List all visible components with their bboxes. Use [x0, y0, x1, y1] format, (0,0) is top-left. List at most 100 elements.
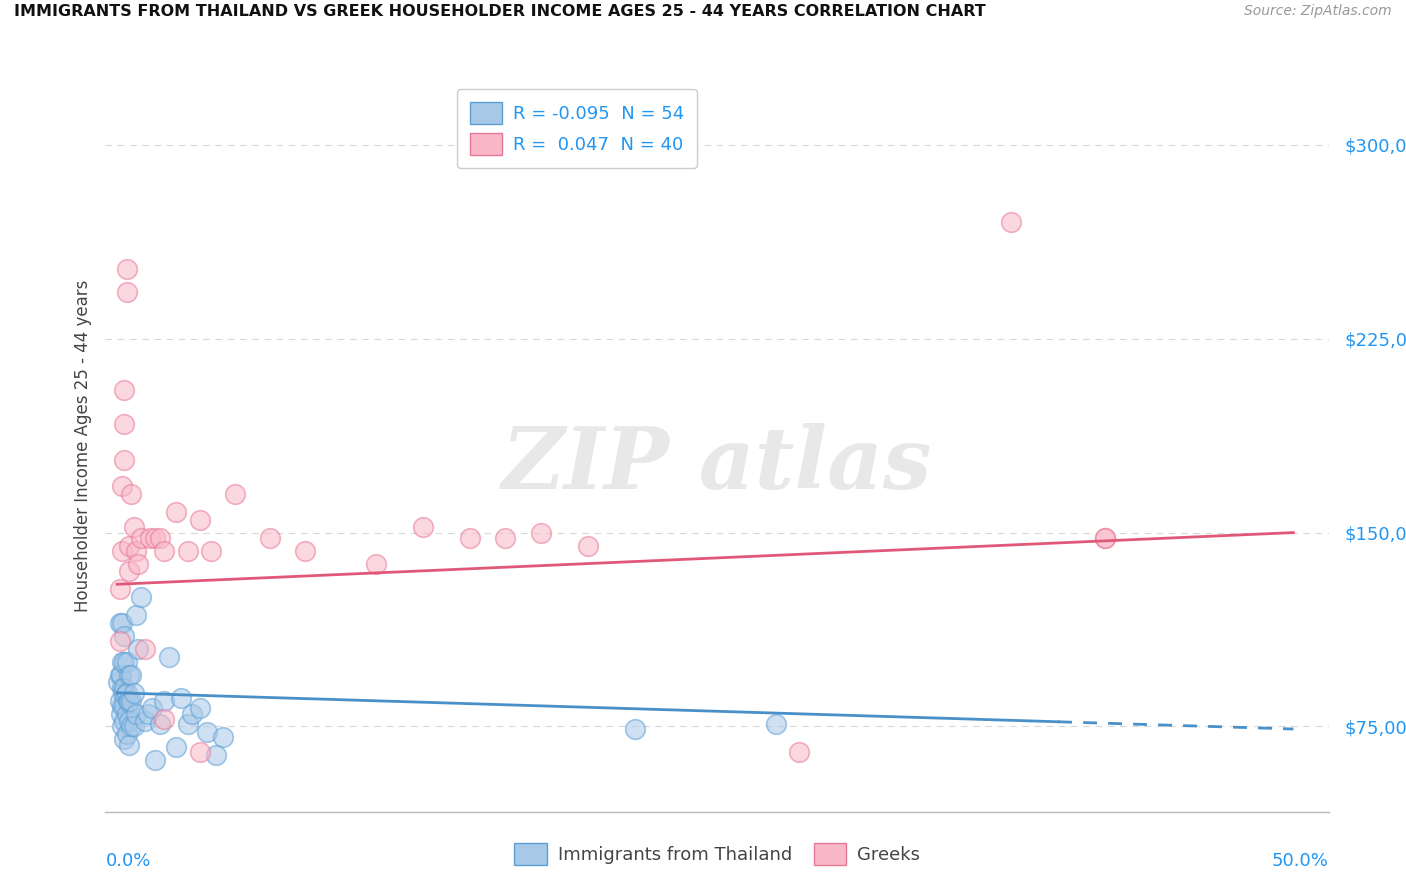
Point — [120, 719, 142, 733]
Point — [111, 655, 134, 669]
Point — [112, 453, 135, 467]
Point — [117, 693, 139, 707]
Point — [129, 531, 152, 545]
Point — [107, 675, 129, 690]
Point — [458, 531, 481, 545]
Point — [170, 691, 193, 706]
Point — [120, 487, 142, 501]
Text: IMMIGRANTS FROM THAILAND VS GREEK HOUSEHOLDER INCOME AGES 25 - 44 YEARS CORRELAT: IMMIGRANTS FROM THAILAND VS GREEK HOUSEH… — [14, 4, 986, 20]
Point — [111, 615, 134, 630]
Point — [110, 667, 132, 681]
Point — [114, 689, 136, 703]
Point — [195, 724, 218, 739]
Point — [129, 591, 152, 605]
Point — [111, 698, 134, 713]
Point — [364, 557, 387, 571]
Point — [125, 706, 148, 721]
Text: Source: ZipAtlas.com: Source: ZipAtlas.com — [1244, 4, 1392, 19]
Point — [115, 285, 138, 300]
Point — [108, 667, 131, 681]
Legend: Immigrants from Thailand, Greeks: Immigrants from Thailand, Greeks — [508, 836, 927, 872]
Point — [294, 543, 316, 558]
Point — [118, 539, 141, 553]
Point — [108, 582, 131, 597]
Point — [111, 719, 134, 733]
Point — [115, 706, 138, 721]
Point — [530, 525, 553, 540]
Point — [118, 738, 141, 752]
Point — [153, 712, 176, 726]
Point — [412, 520, 434, 534]
Point — [127, 557, 149, 571]
Point — [112, 417, 135, 431]
Point — [148, 716, 170, 731]
Point — [494, 531, 516, 545]
Point — [1094, 531, 1116, 545]
Point — [112, 384, 135, 398]
Point — [127, 641, 149, 656]
Point — [1094, 531, 1116, 545]
Y-axis label: Householder Income Ages 25 - 44 years: Householder Income Ages 25 - 44 years — [73, 280, 91, 612]
Point — [120, 693, 142, 707]
Point — [141, 701, 163, 715]
Point — [188, 701, 211, 715]
Point — [112, 655, 135, 669]
Point — [111, 543, 134, 558]
Point — [118, 667, 141, 681]
Point — [153, 543, 176, 558]
Point — [112, 681, 135, 695]
Text: 0.0%: 0.0% — [105, 852, 150, 870]
Point — [177, 543, 200, 558]
Point — [120, 667, 142, 681]
Point — [1000, 215, 1022, 229]
Point — [122, 520, 145, 534]
Point — [224, 487, 246, 501]
Point — [110, 706, 132, 721]
Point — [765, 716, 787, 731]
Point — [200, 543, 222, 558]
Point — [112, 698, 135, 713]
Point — [165, 505, 187, 519]
Point — [134, 641, 156, 656]
Point — [148, 531, 170, 545]
Point — [115, 655, 138, 669]
Point — [212, 730, 235, 744]
Point — [122, 686, 145, 700]
Point — [108, 615, 131, 630]
Point — [111, 479, 134, 493]
Point — [143, 753, 166, 767]
Point — [188, 513, 211, 527]
Point — [108, 693, 131, 707]
Point — [165, 740, 187, 755]
Point — [125, 543, 148, 558]
Point — [153, 693, 176, 707]
Point — [115, 262, 138, 277]
Point — [111, 681, 134, 695]
Point — [112, 629, 135, 643]
Point — [181, 706, 204, 721]
Text: 50.0%: 50.0% — [1272, 852, 1329, 870]
Point — [125, 608, 148, 623]
Point — [143, 531, 166, 545]
Point — [134, 714, 156, 729]
Point — [157, 649, 180, 664]
Point — [259, 531, 281, 545]
Point — [118, 565, 141, 579]
Point — [118, 714, 141, 729]
Point — [115, 727, 138, 741]
Point — [122, 719, 145, 733]
Point — [623, 722, 645, 736]
Text: ZIP atlas: ZIP atlas — [502, 423, 932, 506]
Point — [112, 714, 135, 729]
Point — [205, 747, 228, 762]
Point — [576, 539, 599, 553]
Point — [115, 686, 138, 700]
Point — [108, 634, 131, 648]
Point — [177, 716, 200, 731]
Point — [112, 732, 135, 747]
Point — [118, 693, 141, 707]
Point — [139, 531, 162, 545]
Point — [112, 686, 135, 700]
Point — [188, 745, 211, 759]
Point — [789, 745, 811, 759]
